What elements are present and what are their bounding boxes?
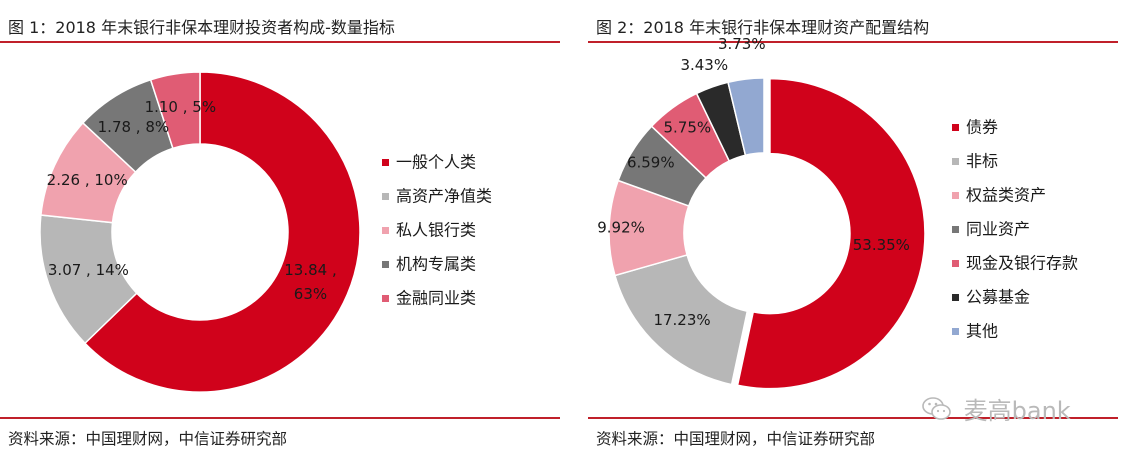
legend-label: 私人银行类 — [396, 221, 476, 240]
chart-panel-investors: 图 1：2018 年末银行非保本理财投资者构成-数量指标 13.84 , 63% 3… — [0, 0, 560, 457]
data-label: 53.35% — [853, 236, 910, 254]
source-divider — [588, 417, 1118, 419]
data-label: 3.73% — [718, 35, 766, 53]
donut-chart-investors: 13.84 , 63% 3.07 , 14% 2.26 , 10% 1.78 , 8% 1… — [39, 71, 492, 393]
legend-label: 高资产净值类 — [396, 187, 492, 206]
legend-label: 权益类资产 — [966, 186, 1046, 205]
legend-label: 机构专属类 — [396, 255, 476, 274]
legend-swatch — [952, 294, 959, 301]
data-label: 9.92% — [597, 219, 645, 237]
donut-slice — [736, 77, 926, 390]
legend-swatch — [952, 226, 959, 233]
legend-label: 其他 — [966, 322, 998, 341]
legend-label: 一般个人类 — [396, 153, 476, 172]
legend-swatch — [952, 192, 959, 199]
donut-chart-assets: 53.35% 17.23% 9.92% 6.59% 5.75% 3.43% 3.73% 债券非… — [597, 35, 1078, 390]
source-note: 资料来源：中国理财网，中信证券研究部 — [8, 430, 288, 448]
legend-swatch — [952, 124, 959, 131]
source-divider — [0, 417, 560, 419]
legend-swatch — [382, 159, 389, 166]
legend-label: 现金及银行存款 — [966, 254, 1078, 273]
title-divider — [588, 41, 1118, 43]
data-label: 3.07 , 14% — [48, 261, 129, 279]
legend-label: 债券 — [966, 118, 998, 137]
watermark-text: 麦高bank — [963, 397, 1071, 425]
donut-slice — [149, 71, 201, 150]
title-divider — [0, 41, 560, 43]
chart-panel-assets: 图 2：2018 年末银行非保本理财资产配置结构 53.35% 17.23% 9.9… — [588, 0, 1126, 457]
legend-swatch — [952, 328, 959, 335]
data-label: 6.59% — [627, 154, 675, 172]
legend-swatch — [952, 158, 959, 165]
legend-swatch — [952, 260, 959, 267]
source-note: 资料来源：中国理财网，中信证券研究部 — [596, 430, 876, 448]
wechat-icon — [922, 396, 952, 428]
legend-label: 金融同业类 — [396, 289, 476, 308]
chart-title: 图 1：2018 年末银行非保本理财投资者构成-数量指标 — [8, 18, 395, 37]
data-label: 1.78 , 8% — [98, 118, 170, 136]
data-label: 5.75% — [664, 118, 712, 136]
data-label: 17.23% — [653, 311, 710, 329]
legend-label: 公募基金 — [966, 288, 1030, 307]
legend-swatch — [382, 295, 389, 302]
data-label: 13.84 , 63% — [284, 261, 336, 303]
donut-slice — [727, 77, 765, 157]
watermark: 麦高bank — [922, 391, 1071, 428]
chart-title: 图 2：2018 年末银行非保本理财资产配置结构 — [596, 18, 930, 37]
legend-label: 非标 — [966, 152, 998, 171]
data-label: 1.10 , 5% — [145, 98, 217, 116]
legend-swatch — [382, 193, 389, 200]
donut-slice — [614, 254, 749, 386]
data-label: 2.26 , 10% — [47, 171, 128, 189]
legend-swatch — [382, 261, 389, 268]
data-label: 3.43% — [680, 56, 728, 74]
legend-label: 同业资产 — [966, 220, 1030, 239]
donut-slice — [83, 71, 361, 393]
legend-swatch — [382, 227, 389, 234]
